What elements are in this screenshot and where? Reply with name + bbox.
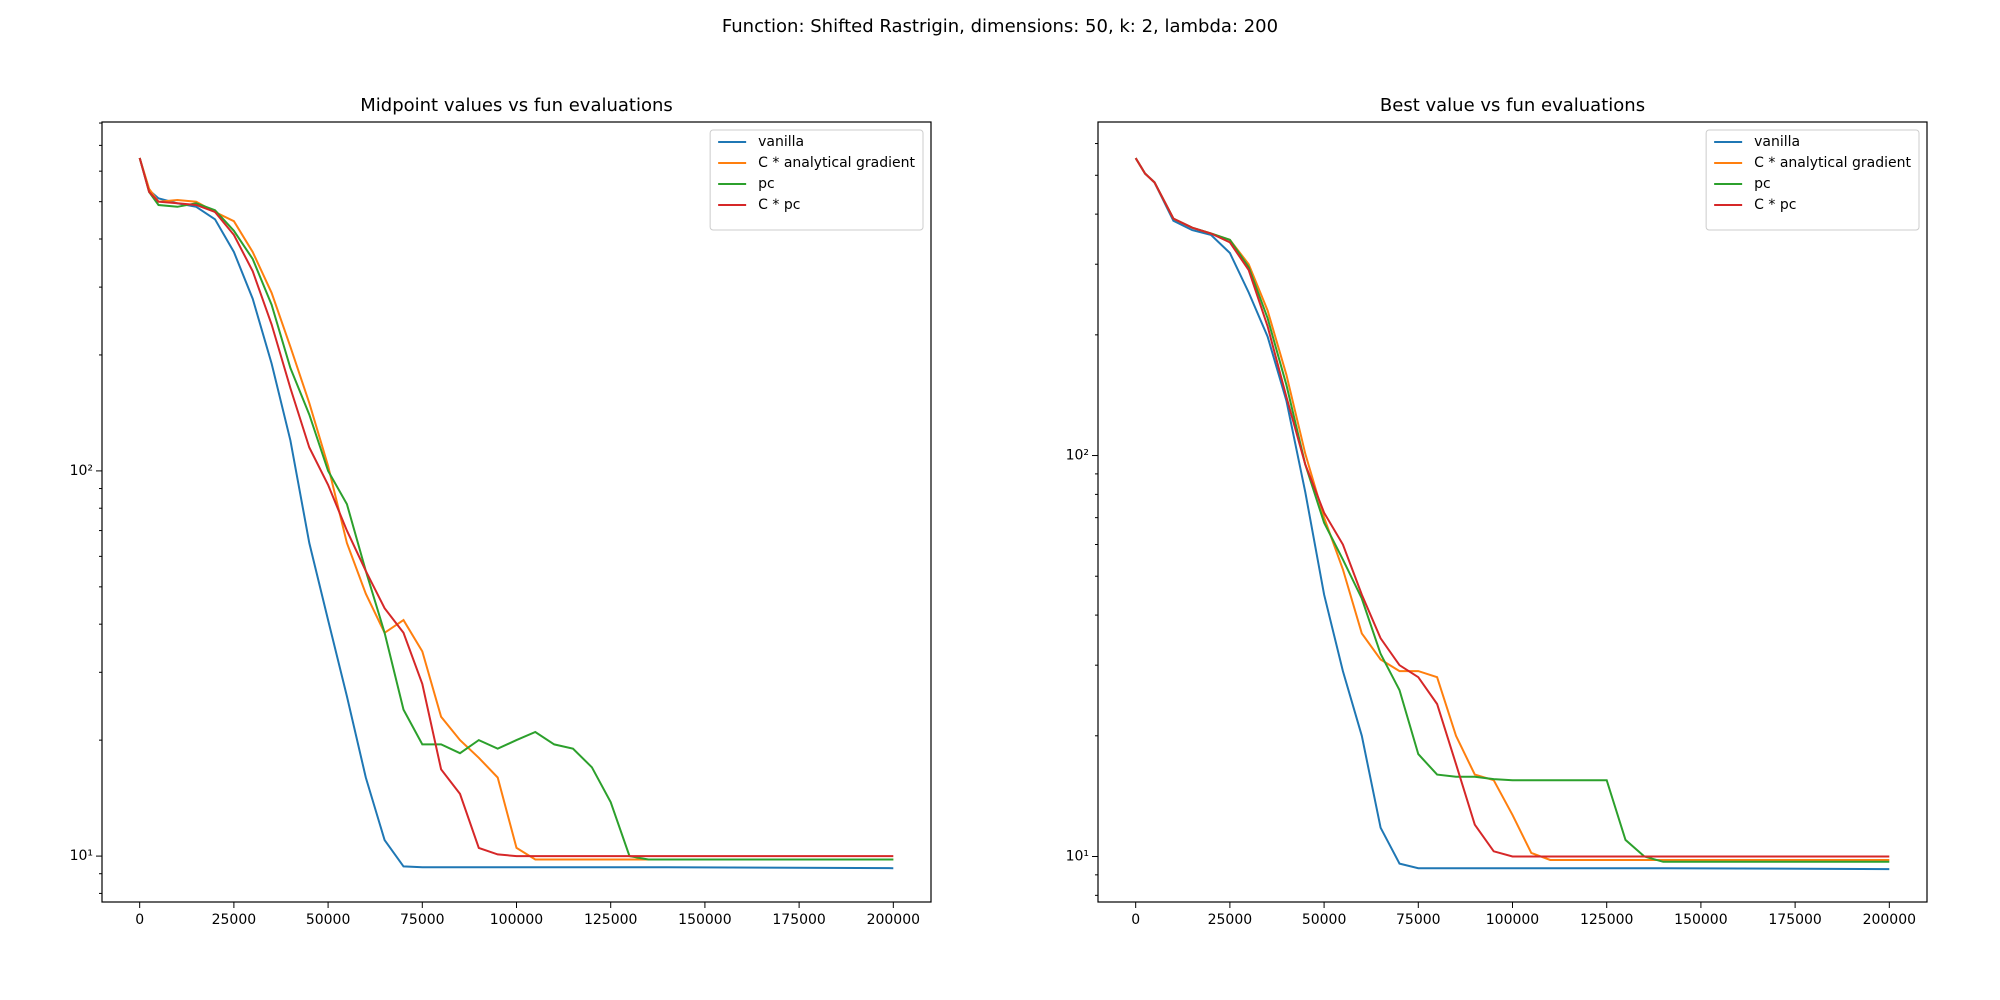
legend-label: C * pc	[1754, 197, 1796, 213]
figure-title: Function: Shifted Rastrigin, dimensions:…	[722, 16, 1278, 37]
x-tick-label: 50000	[1302, 912, 1347, 928]
x-tick-label: 25000	[212, 912, 257, 928]
legend-label: pc	[1754, 176, 1771, 192]
legend-label: C * analytical gradient	[1754, 155, 1911, 171]
x-tick-label: 0	[1131, 912, 1140, 928]
x-tick-label: 150000	[678, 912, 731, 928]
series-line	[138, 157, 894, 861]
x-tick-label: 150000	[1674, 912, 1727, 928]
legend-frame	[1705, 129, 1920, 231]
y-tick-label: 10²	[70, 463, 93, 479]
legend-label: C * pc	[758, 197, 800, 213]
legend: vanilla C * analytical gradient pc C * pc	[709, 129, 924, 231]
legend-frame	[709, 129, 924, 231]
series-line	[138, 157, 894, 870]
x-tick-label: 175000	[772, 912, 825, 928]
legend-label: vanilla	[1754, 134, 1800, 150]
x-tick-label: 75000	[1396, 912, 1441, 928]
legend-label: vanilla	[758, 134, 804, 150]
subplot: Best value vs fun evaluations 0 25000 50000…	[1066, 95, 1928, 928]
x-tick-label: 50000	[306, 912, 351, 928]
x-tick-label: 175000	[1768, 912, 1821, 928]
legend-label: pc	[758, 176, 775, 192]
subplot-title: Best value vs fun evaluations	[1380, 95, 1645, 116]
axes-frame	[101, 121, 932, 903]
subplot-title: Midpoint values vs fun evaluations	[360, 95, 673, 116]
legend: vanilla C * analytical gradient pc C * pc	[1705, 129, 1920, 231]
x-tick-label: 0	[135, 912, 144, 928]
x-tick-label: 200000	[1863, 912, 1916, 928]
subplot: Midpoint values vs fun evaluations 0 25000…	[70, 95, 932, 928]
x-tick-label: 25000	[1208, 912, 1253, 928]
series-line	[1134, 157, 1890, 858]
x-tick-label: 125000	[584, 912, 637, 928]
x-tick-label: 125000	[1580, 912, 1633, 928]
series-line	[1134, 157, 1890, 861]
series-line	[138, 157, 894, 858]
legend-label: C * analytical gradient	[758, 155, 915, 171]
x-tick-label: 100000	[1486, 912, 1539, 928]
axes-frame	[1097, 121, 1928, 903]
y-tick-label: 10²	[1066, 448, 1089, 464]
series-line	[138, 157, 894, 861]
x-tick-label: 200000	[867, 912, 920, 928]
x-tick-label: 100000	[490, 912, 543, 928]
x-tick-label: 75000	[400, 912, 445, 928]
y-tick-label: 10¹	[1066, 848, 1089, 864]
y-tick-label: 10¹	[70, 848, 93, 864]
series-line	[1134, 157, 1890, 871]
